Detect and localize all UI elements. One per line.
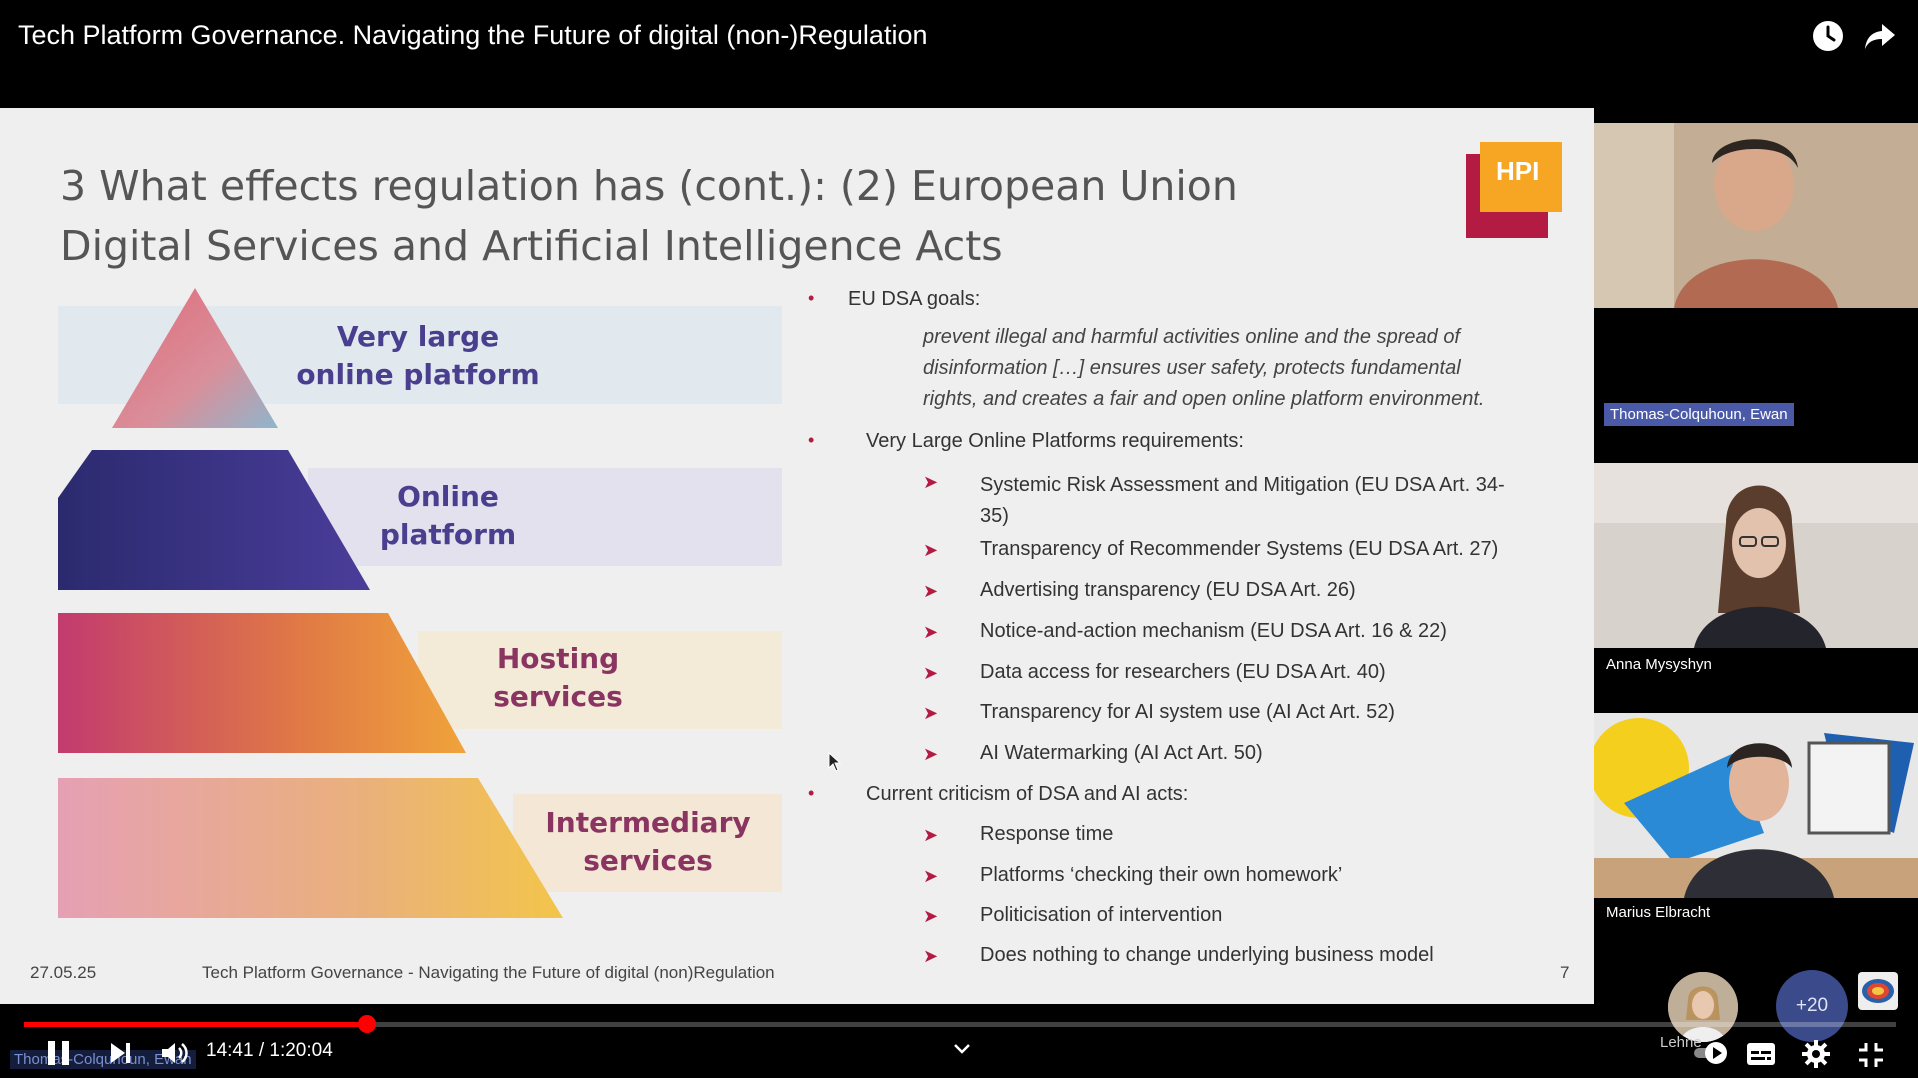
- progress-played: [24, 1022, 367, 1027]
- autoplay-icon: [1694, 1042, 1727, 1064]
- time-separator: /: [253, 1040, 270, 1061]
- presentation-slide: 3 What effects regulation has (cont.): (…: [0, 108, 1594, 1004]
- vlop-item: Advertising transparency (EU DSA Art. 26…: [980, 579, 1356, 601]
- watch-later-icon[interactable]: [1810, 18, 1846, 54]
- dsa-goals-quote: prevent illegal and harmful activities o…: [923, 326, 1485, 410]
- video-title[interactable]: Tech Platform Governance. Navigating the…: [18, 20, 928, 50]
- arrow-bullet-icon: ➤: [923, 472, 939, 492]
- slide-footer-date: 27.05.25: [30, 963, 97, 982]
- pyramid-label-op: Online platform: [379, 480, 517, 551]
- pyramid-label-vlop: Very large online platform: [296, 320, 540, 391]
- arrow-bullet-icon: ➤: [923, 866, 939, 886]
- pyramid-label-is: Intermediary services: [545, 806, 751, 877]
- vlop-item: Transparency for AI system use (AI Act A…: [980, 701, 1395, 723]
- share-icon[interactable]: [1862, 18, 1898, 54]
- captions-button[interactable]: [1744, 1040, 1778, 1073]
- arrow-bullet-icon: ➤: [923, 906, 939, 926]
- pyramid-level-hs: [58, 613, 466, 753]
- arrow-bullet-icon: ➤: [923, 581, 939, 601]
- exit-fullscreen-icon: [1859, 1043, 1883, 1067]
- scrubber-handle[interactable]: [358, 1015, 376, 1033]
- dsa-goals-label: EU DSA goals:: [848, 288, 981, 310]
- player-top-bar: Tech Platform Governance. Navigating the…: [0, 0, 1918, 90]
- participant-avatar[interactable]: [1668, 972, 1738, 1042]
- hpi-logo: HPI: [1466, 142, 1562, 238]
- arrow-bullet-icon: ➤: [923, 825, 939, 845]
- participant-video-tile[interactable]: [1594, 123, 1918, 308]
- participant-partial-name: Lehne: [1660, 1034, 1702, 1051]
- slide-title: 3 What effects regulation has (cont.): (…: [60, 162, 1238, 270]
- autoplay-toggle[interactable]: [1692, 1038, 1740, 1073]
- settings-button[interactable]: [1800, 1038, 1832, 1075]
- arrow-bullet-icon: ➤: [923, 663, 939, 683]
- vlop-item: AI Watermarking (AI Act Art. 50): [980, 742, 1263, 764]
- participant-panel: Thomas-Colquhoun, Ewan Anna Mysyshyn Mar…: [1594, 108, 1918, 1008]
- arrow-bullet-icon: ➤: [923, 622, 939, 642]
- participant-name-tag: Anna Mysyshyn: [1606, 656, 1712, 673]
- pyramid-level-vlop: [112, 288, 278, 428]
- time-display: 14:41 / 1:20:04: [206, 1040, 333, 1062]
- arrow-bullet-icon: ➤: [923, 703, 939, 723]
- next-button[interactable]: [106, 1036, 136, 1075]
- pyramid-level-is: [58, 778, 563, 918]
- bullet-dot: •: [808, 430, 815, 450]
- arrow-bullet-icon: ➤: [923, 744, 939, 764]
- pause-button[interactable]: [44, 1036, 74, 1075]
- exit-fullscreen-button[interactable]: [1856, 1040, 1886, 1075]
- chevron-down-icon: [954, 1044, 970, 1054]
- participant-name-tag: Marius Elbracht: [1606, 904, 1711, 921]
- slide-page-number: 7: [1560, 963, 1570, 982]
- slide-footer-title: Tech Platform Governance - Navigating th…: [202, 963, 775, 982]
- chapter-expand-button[interactable]: [950, 1040, 974, 1063]
- criticism-item: Does nothing to change underlying busine…: [980, 944, 1434, 966]
- participant-thumbnail[interactable]: [1858, 972, 1898, 1010]
- gear-icon: [1802, 1040, 1830, 1068]
- dsa-pyramid-diagram: Very large online platform Online platfo…: [58, 288, 788, 928]
- participant-video-tile[interactable]: [1594, 463, 1918, 648]
- criticism-label: Current criticism of DSA and AI acts:: [866, 783, 1189, 805]
- mouse-cursor-icon: [828, 752, 842, 772]
- volume-icon: [162, 1043, 188, 1063]
- bullet-dot: •: [808, 288, 815, 308]
- time-current: 14:41: [206, 1040, 254, 1061]
- bullet-dot: •: [808, 783, 815, 803]
- progress-bar[interactable]: [24, 1015, 1896, 1033]
- overlay-name-label: Thomas-Colquhoun, Ewan: [10, 1050, 196, 1069]
- pyramid-label-hs: Hosting services: [493, 642, 623, 713]
- skip-next-icon: [111, 1043, 130, 1063]
- vlop-item: Notice-and-action mechanism (EU DSA Art.…: [980, 620, 1447, 642]
- vlop-item: Data access for researchers (EU DSA Art.…: [980, 661, 1386, 683]
- pyramid-level-op: [58, 450, 370, 590]
- more-participants-badge[interactable]: +20: [1776, 970, 1848, 1042]
- arrow-bullet-icon: ➤: [923, 946, 939, 966]
- participant-video-tile[interactable]: [1594, 713, 1918, 898]
- criticism-item: Politicisation of intervention: [980, 904, 1223, 926]
- volume-button[interactable]: [158, 1036, 192, 1075]
- arrow-bullet-icon: ➤: [923, 540, 939, 560]
- participant-name-tag: Thomas-Colquhoun, Ewan: [1604, 403, 1794, 426]
- pause-icon: [48, 1041, 69, 1065]
- captions-icon: [1747, 1043, 1775, 1065]
- time-total: 1:20:04: [269, 1040, 333, 1061]
- criticism-item: Response time: [980, 823, 1114, 845]
- vlop-label: Very Large Online Platforms requirements…: [866, 430, 1244, 452]
- vlop-item: Transparency of Recommender Systems (EU …: [980, 538, 1499, 560]
- vlop-item: Systemic Risk Assessment and Mitigation …: [980, 474, 1505, 527]
- criticism-item: Platforms ‘checking their own homework’: [980, 864, 1343, 886]
